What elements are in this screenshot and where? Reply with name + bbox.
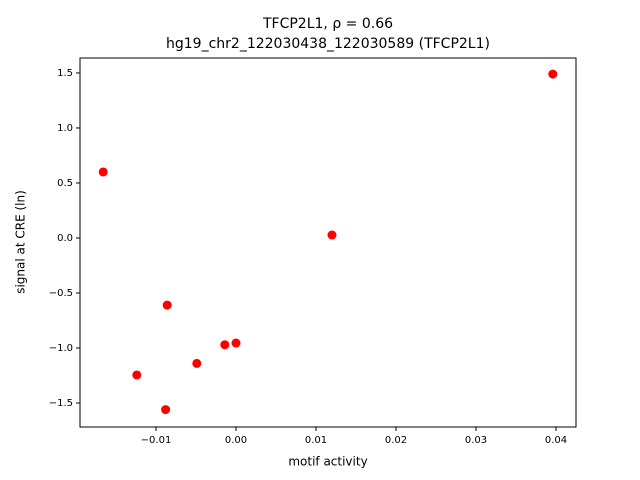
- point: [548, 69, 558, 79]
- point: [161, 405, 171, 415]
- x-tick-label: 0.00: [225, 435, 247, 446]
- x-tick-label: 0.04: [545, 435, 567, 446]
- chart-subtitle: hg19_chr2_122030438_122030589 (TFCP2L1): [166, 36, 490, 52]
- y-tick-label: −1.0: [49, 343, 73, 354]
- y-tick-label: −0.5: [49, 288, 73, 299]
- point: [192, 358, 202, 368]
- y-tick-label: 1.5: [57, 68, 73, 79]
- point: [98, 167, 108, 177]
- x-tick-label: 0.02: [385, 435, 407, 446]
- chart-title: TFCP2L1, ρ = 0.66: [262, 16, 393, 32]
- plot-frame: [79, 57, 577, 428]
- y-tick-label: 0.0: [57, 233, 73, 244]
- point: [220, 340, 230, 350]
- x-tick-label: −0.01: [141, 435, 172, 446]
- y-tick-label: −1.5: [49, 398, 73, 409]
- y-tick-label: 0.5: [57, 178, 73, 189]
- point: [231, 338, 241, 348]
- point: [327, 230, 337, 240]
- y-tick-label: 1.0: [57, 123, 73, 134]
- x-tick-label: 0.01: [305, 435, 327, 446]
- point: [162, 300, 172, 310]
- x-axis-label: motif activity: [288, 455, 367, 469]
- point: [132, 370, 142, 380]
- x-tick-label: 0.03: [465, 435, 487, 446]
- y-axis-label: signal at CRE (ln): [14, 190, 28, 294]
